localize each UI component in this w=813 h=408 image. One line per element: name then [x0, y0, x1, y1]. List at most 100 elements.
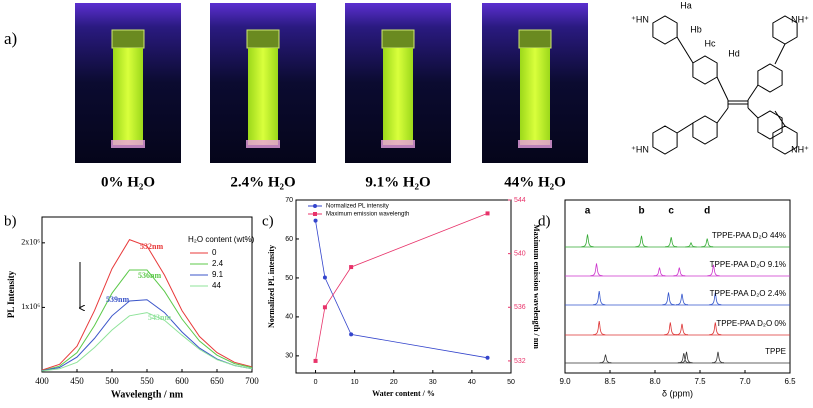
x-tick-label: 9.0	[559, 377, 571, 386]
nmr-peak	[673, 267, 686, 277]
x-tick-label: 30	[429, 379, 437, 386]
atom-label: ⁺HN	[631, 14, 649, 24]
nmr-peak	[581, 234, 594, 248]
y2-tick-label: 532	[514, 358, 526, 365]
cuvette-cap	[518, 29, 552, 49]
bond	[676, 122, 694, 134]
y-tick-label: 50	[285, 275, 293, 282]
trace-label: TPPE-PAA D₂O 44%	[712, 231, 786, 240]
plot-frame	[564, 199, 791, 374]
nmr-peak	[664, 322, 677, 336]
y2-axis-label: Maximum emission wavelength / nm	[532, 224, 541, 349]
peak-label: a	[585, 206, 591, 217]
bond	[774, 110, 786, 127]
nmr-peak	[635, 235, 648, 248]
x-tick-label: 700	[245, 376, 259, 386]
spectrum-line	[41, 238, 253, 371]
ring	[692, 115, 718, 145]
peak-label: c	[668, 206, 674, 217]
nmr-peak	[675, 323, 689, 336]
y-axis-label: Normalized PL intensity	[267, 245, 276, 328]
plot-frame	[295, 199, 512, 374]
x-tick-label: 7.5	[694, 377, 706, 386]
x-tick-label: 40	[468, 379, 476, 386]
legend-label: 2.4	[212, 259, 224, 268]
marker	[313, 358, 318, 363]
ring	[757, 110, 783, 140]
legend-label: 44	[212, 281, 221, 290]
trace-label: TPPE-PAA D₂O 2.4%	[710, 289, 786, 298]
x-tick-label: 0	[314, 379, 318, 386]
x-tick-label: 500	[105, 376, 119, 386]
atom-label: Hb	[690, 24, 702, 34]
panel-label: c)	[262, 213, 274, 229]
series-line	[315, 220, 488, 359]
y-tick-label: 40	[285, 314, 293, 321]
cuvette-base	[381, 140, 415, 148]
legend-label: 9.1	[212, 270, 224, 279]
cuvette	[520, 48, 550, 145]
legend-label: 0	[212, 248, 217, 257]
panel-label: b)	[4, 213, 17, 229]
cuvette-cap	[111, 29, 145, 49]
bond	[747, 84, 759, 101]
marker	[322, 305, 327, 310]
peak-label: d	[704, 206, 710, 217]
photo-caption: 9.1% H₂O	[365, 174, 430, 190]
peak-label: 532nm	[140, 242, 163, 251]
marker	[322, 275, 327, 280]
x-tick-label: 600	[175, 376, 189, 386]
marker	[349, 332, 354, 337]
peak-label: 543nm	[148, 313, 171, 322]
nmr-peak	[701, 238, 714, 248]
cuvette-base	[111, 140, 145, 148]
bond	[716, 107, 729, 124]
atom-label: NH⁺	[791, 14, 809, 24]
cuvette-base	[246, 140, 280, 148]
nmr-peak	[680, 351, 693, 364]
ring	[652, 15, 678, 45]
x-tick-label: 6.5	[784, 377, 796, 386]
nmr-peak	[599, 354, 612, 364]
y-tick-label: 70	[285, 197, 293, 204]
atom-label: ⁺HN	[631, 144, 649, 154]
legend-label: Normalized PL intensity	[326, 204, 389, 210]
nmr-peak	[665, 237, 678, 248]
x-tick-label: 20	[390, 379, 398, 386]
series-line	[315, 213, 488, 361]
cuvette	[383, 48, 413, 145]
trace-label: TPPE-PAA D₂O 0%	[716, 319, 786, 328]
photo-caption: 2.4% H₂O	[230, 174, 295, 190]
nmr-peak	[709, 322, 722, 336]
y-tick-label: 2x10⁶	[21, 238, 40, 247]
ring	[757, 63, 783, 93]
x-tick-label: 50	[507, 379, 515, 386]
nmr-peak	[707, 264, 720, 277]
y-tick-label: 30	[285, 353, 293, 360]
x-axis-label: δ (ppm)	[662, 388, 693, 398]
trace-label: TPPE	[765, 347, 786, 356]
marker	[485, 211, 490, 216]
x-tick-label: 400	[35, 376, 49, 386]
ring	[692, 55, 718, 85]
x-axis-label: Water content / %	[372, 389, 435, 398]
cuvette	[113, 48, 143, 145]
marker	[485, 355, 490, 360]
legend-title: H₂O content (wt%)	[188, 235, 255, 244]
cuvette-cap	[246, 29, 280, 49]
panel-label: a)	[4, 29, 17, 48]
bond	[716, 76, 729, 101]
spectrum-line	[41, 269, 253, 372]
y2-tick-label: 544	[514, 197, 526, 204]
nmr-peak	[711, 351, 725, 364]
nmr-peak	[590, 263, 603, 277]
spectrum-line	[41, 312, 253, 372]
panel-label: d)	[538, 213, 551, 229]
x-tick-label: 8.5	[604, 377, 616, 386]
trace-label: TPPE-PAA D₂O 9.1%	[710, 260, 786, 269]
marker	[349, 265, 354, 270]
peak-label: 536nm	[138, 271, 161, 280]
x-tick-label: 550	[140, 376, 154, 386]
x-axis-label: Wavelength / nm	[111, 389, 184, 400]
